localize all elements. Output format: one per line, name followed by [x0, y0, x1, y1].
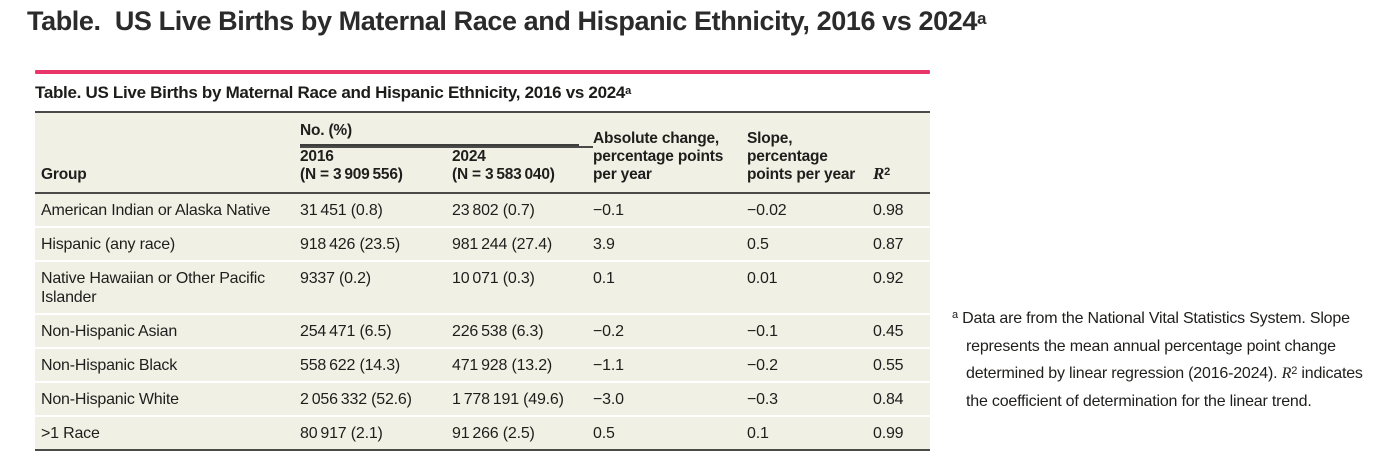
col-header-slope: Slope, percentage points per year: [747, 113, 874, 194]
cell-group: Non-Hispanic Black: [35, 347, 300, 381]
data-table: Group No. (%) Absolute change, percentag…: [35, 113, 931, 451]
cell-2024: 23 802 (0.7): [452, 202, 535, 219]
table-title-footnote-marker: a: [625, 85, 631, 97]
footnote-r-squared-exponent: 2: [1291, 365, 1298, 378]
page-title-text: Table. US Live Births by Maternal Race a…: [27, 6, 977, 36]
cell-2024: 91 266 (2.5): [452, 415, 594, 449]
table-row: Non-Hispanic Black 558 622 (14.3) 471 92…: [35, 347, 931, 381]
cell-r-squared: 0.55: [873, 347, 931, 381]
table-row: American Indian or Alaska Native 31 451 …: [35, 194, 930, 226]
col-header-no-pct: No. (%): [300, 113, 594, 148]
cell-2016: 31 451 (0.8): [300, 202, 383, 219]
cell-group: Hispanic (any race): [35, 226, 300, 260]
cell-r-squared: 0.92: [873, 260, 931, 313]
col-header-absolute-change: Absolute change, percentage points per y…: [593, 113, 748, 194]
col-header-no-pct-label: No. (%): [300, 122, 352, 139]
table-header: Group No. (%) Absolute change, percentag…: [35, 113, 931, 194]
cell-2016: 80 917 (2.1): [300, 415, 452, 449]
cell-group: >1 Race: [35, 415, 300, 449]
cell-slope: −0.2: [747, 347, 874, 381]
cell-group: Non-Hispanic White: [35, 381, 300, 415]
r-squared-symbol: R: [873, 164, 885, 183]
cell-2024: 10 071 (0.3): [452, 260, 594, 313]
cell-absolute-change: −0.1: [593, 202, 624, 219]
cell-slope: −0.3: [747, 381, 874, 415]
cell-absolute-change: −3.0: [593, 381, 748, 415]
col-header-2016-n: (N = 3 909 556): [300, 166, 403, 183]
cell-2016: 254 471 (6.5): [300, 313, 452, 347]
cell-2016: 2 056 332 (52.6): [300, 381, 452, 415]
col-header-2024: 2024 (N = 3 583 040): [452, 148, 594, 194]
footnote-text-after: indicates the coefficient of determinati…: [966, 365, 1363, 410]
cell-r-squared: 0.87: [873, 226, 931, 260]
cell-2024: 1 778 191 (49.6): [452, 381, 594, 415]
cell-2016: 918 426 (23.5): [300, 226, 452, 260]
cell-group: American Indian or Alaska Native: [41, 202, 271, 219]
accent-rule: [35, 70, 930, 74]
cell-2024: 226 538 (6.3): [452, 313, 594, 347]
col-header-2016: 2016 (N = 3 909 556): [300, 148, 452, 194]
table-row: >1 Race 80 917 (2.1) 91 266 (2.5) 0.5 0.…: [35, 415, 931, 449]
col-header-group: Group: [35, 113, 300, 194]
cell-slope: −0.02: [747, 202, 787, 219]
cell-absolute-change: −0.2: [593, 313, 748, 347]
cell-slope: 0.01: [747, 260, 874, 313]
page-title: Table. US Live Births by Maternal Race a…: [27, 6, 986, 37]
cell-r-squared: 0.98: [873, 202, 904, 219]
cell-group: Native Hawaiian or Other Pacific Islande…: [35, 260, 300, 313]
cell-r-squared: 0.84: [873, 381, 931, 415]
table-title-text: Table. US Live Births by Maternal Race a…: [35, 83, 626, 102]
cell-r-squared: 0.99: [873, 415, 931, 449]
col-header-2024-year: 2024: [452, 148, 486, 165]
page-title-footnote-marker: a: [976, 9, 987, 28]
cell-2024: 981 244 (27.4): [452, 226, 594, 260]
table-footnote: a Data are from the National Vital Stati…: [952, 305, 1370, 415]
table-row: Native Hawaiian or Other Pacific Islande…: [35, 260, 931, 313]
cell-absolute-change: −1.1: [593, 347, 748, 381]
cell-absolute-change: 3.9: [593, 226, 748, 260]
col-header-2016-year: 2016: [300, 148, 334, 165]
footnote-r-squared-symbol: R: [1281, 365, 1292, 383]
cell-slope: 0.5: [747, 226, 874, 260]
cell-slope: −0.1: [747, 313, 874, 347]
table-row: Hispanic (any race) 918 426 (23.5) 981 2…: [35, 226, 931, 260]
footnote-text: Data are from the National Vital Statist…: [962, 310, 1350, 383]
cell-2016: 558 622 (14.3): [300, 347, 452, 381]
table-title: Table. US Live Births by Maternal Race a…: [35, 83, 930, 103]
cell-2024: 471 928 (13.2): [452, 347, 594, 381]
cell-absolute-change: 0.5: [593, 415, 748, 449]
table-row: Non-Hispanic Asian 254 471 (6.5) 226 538…: [35, 313, 931, 347]
table-panel: Table. US Live Births by Maternal Race a…: [35, 70, 931, 451]
col-header-2024-n: (N = 3 583 040): [452, 166, 555, 183]
r-squared-exponent: 2: [884, 166, 891, 178]
cell-r-squared: 0.45: [873, 313, 931, 347]
table-top-rule: [35, 111, 930, 113]
cell-absolute-change: 0.1: [593, 260, 748, 313]
cell-2016: 9337 (0.2): [300, 260, 452, 313]
col-header-r-squared: R2: [873, 113, 931, 194]
table-row: Non-Hispanic White 2 056 332 (52.6) 1 77…: [35, 381, 931, 415]
table-body: American Indian or Alaska Native 31 451 …: [35, 194, 931, 449]
footnote-marker: a: [952, 309, 958, 321]
cell-slope: 0.1: [747, 415, 874, 449]
cell-group: Non-Hispanic Asian: [35, 313, 300, 347]
